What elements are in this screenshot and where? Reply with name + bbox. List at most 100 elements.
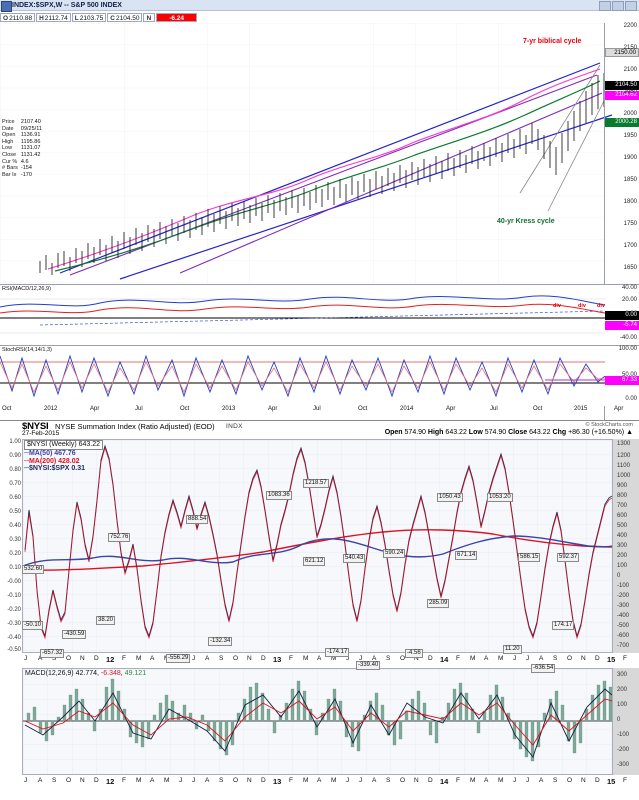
- info-row: Date 09/25/11: [2, 125, 42, 132]
- data-label: 671.14: [455, 551, 478, 560]
- data-label: 888.54: [186, 515, 209, 524]
- data-label: 621.12: [303, 557, 326, 566]
- low-value: 574.90: [484, 429, 507, 436]
- data-label: -132.34: [208, 637, 233, 646]
- nysi-stockcharts-chart: $NYSI NYSE Summation Index (Ratio Adjust…: [0, 421, 639, 800]
- sc-xaxis: J A S O N D 12 F M A M J J A S O N D 13 …: [24, 655, 627, 664]
- sc-date: 27-Feb-2015: [22, 430, 60, 437]
- data-label: 11.20: [503, 645, 522, 654]
- info-row: Close 1131.42: [2, 151, 41, 158]
- chart-window-titlebar: INDEX:$SPX,W -- S&P 500 INDEX: [0, 0, 639, 12]
- chg-value: +86.30 (+16.50%): [568, 429, 625, 436]
- data-label: 532.60: [22, 565, 45, 574]
- data-label: -50.10: [22, 621, 44, 630]
- info-row: Low 1131.07: [2, 145, 41, 152]
- low-cell: L2103.75: [71, 12, 107, 22]
- chart-window-title: INDEX:$SPX,W -- S&P 500 INDEX: [12, 2, 122, 9]
- data-label: -4.56: [405, 649, 423, 658]
- stochrsi-tag-value: 67.33: [605, 376, 639, 385]
- legend-series: $NYSI (Weekly) 643.22: [24, 440, 104, 450]
- legend-ma200: ─MA(200) 428.02: [24, 457, 80, 465]
- sc-macd-plot[interactable]: [22, 668, 613, 775]
- sc-symbol: $NYSI: [22, 421, 49, 432]
- close-icon[interactable]: [625, 1, 637, 11]
- data-label: 752.76: [108, 533, 131, 542]
- price-axis-divider: [604, 23, 605, 420]
- data-label: -556.29: [166, 654, 191, 663]
- high-value: 643.22: [445, 429, 467, 436]
- sc-macd-svg: [23, 669, 612, 774]
- sc-macd-xaxis: J A S O N D 12 F M A M J J A S O N D 13 …: [24, 777, 627, 786]
- minimize-icon[interactable]: [599, 1, 611, 11]
- legend-ratio: ─$NYSI:$SPX 0.31: [24, 465, 85, 473]
- sc-ohlc-line: Open 574.90 High 643.22 Low 574.90 Close…: [384, 429, 633, 436]
- rsi-tag-zero: 0.00: [605, 311, 639, 320]
- price-plot-svg: [0, 23, 613, 283]
- macd-value-3: 49.121: [124, 670, 147, 677]
- data-label: -430.59: [62, 630, 87, 639]
- data-label: 285.09: [427, 599, 450, 608]
- stochrsi-svg: [0, 346, 606, 405]
- window-icon: [1, 1, 12, 12]
- data-label: -174.17: [325, 648, 350, 657]
- chg-label: Chg: [552, 429, 567, 436]
- macd-value-2: -6.348: [100, 670, 121, 677]
- sc-exchange: INDX: [226, 422, 243, 430]
- window-controls[interactable]: [599, 1, 637, 11]
- price-plot-area[interactable]: Price 2107.40 Date 09/25/11 Open 1136.91 Hi…: [0, 23, 639, 283]
- divergence-label-3: div: [597, 303, 605, 309]
- open-value: 574.90: [404, 429, 426, 436]
- data-label: -339.40: [356, 661, 381, 670]
- top-chart-xaxis: Oct 2012 Apr Jul Oct 2013 Apr Jul Oct 20…: [2, 406, 624, 412]
- legend-ma50: ─MA(50) 467.76: [24, 449, 76, 457]
- info-row: # Bars -154: [2, 165, 32, 172]
- sc-right-axis: 1300 1200 1100 1000 900 800 700 600 500 …: [613, 439, 639, 653]
- data-label: 38.20: [96, 616, 116, 625]
- rsi-tag-value: -5.74: [605, 321, 639, 330]
- sc-left-axis: 1.00 0.90 0.80 0.70 0.60 0.50 0.40 0.30 …: [7, 439, 21, 653]
- cursor-info-panel: Price 2107.40 Date 09/25/11 Open 1136.91 Hi…: [2, 119, 45, 178]
- info-row: Cur % 4.6: [2, 158, 29, 165]
- price-tag-ma-slow: 2000.28: [605, 118, 639, 127]
- info-row: Bar Ix -170: [2, 171, 32, 178]
- data-label: 1218.57: [303, 479, 329, 488]
- macd-value-1: 42.774: [75, 670, 98, 677]
- info-row: Open 1136.91: [2, 132, 41, 139]
- divergence-label-2: div: [578, 303, 586, 309]
- spx-weekly-chart-window: INDEX:$SPX,W -- S&P 500 INDEX O2110.88 H…: [0, 0, 639, 421]
- maximize-icon[interactable]: [612, 1, 624, 11]
- macd-legend: MACD(12,26,9) 42.774, -6.348, 49.121: [25, 670, 147, 677]
- data-label: 174.17: [552, 621, 575, 630]
- divergence-label-1: div: [553, 303, 561, 309]
- price-axis: 2200 2150 2100 2050 2000 1950 1900 1850 …: [623, 23, 637, 271]
- sc-legend: $NYSI (Weekly) 643.22 ─MA(50) 467.76 ─MA…: [24, 440, 104, 473]
- data-label: 586.15: [518, 553, 541, 562]
- data-label: 540.43: [343, 554, 366, 563]
- price-tag-last: 2104.50: [605, 81, 639, 90]
- rsi-macd-svg: [0, 285, 606, 344]
- stochrsi-axis: 100.00 50.00 0.00: [618, 346, 637, 402]
- info-row: Price 2107.40: [2, 119, 41, 125]
- close-label: Close: [508, 429, 528, 436]
- net-label-cell: N: [143, 12, 156, 22]
- stochrsi-label: StochRSI(14,14/1,3): [2, 347, 52, 353]
- data-label: 592.37: [557, 553, 580, 562]
- data-label: -657.32: [40, 649, 65, 658]
- data-label: 590.24: [383, 549, 406, 558]
- cursor-info-table: Price 2107.40 Date 09/25/11 Open 1136.91 Hi…: [2, 119, 45, 178]
- close-cell: C2104.50: [107, 12, 143, 22]
- close-value: 643.22: [529, 429, 551, 436]
- sc-header: $NYSI NYSE Summation Index (Ratio Adjust…: [0, 421, 639, 439]
- annotation-kress-cycle: 40-yr Kress cycle: [497, 218, 555, 225]
- sc-copyright: © StockCharts.com: [585, 421, 633, 428]
- stochrsi-panel[interactable]: StochRSI(14,14/1,3) 100.00 50.00 0.00 67…: [0, 345, 639, 406]
- sc-main-plot[interactable]: [22, 439, 613, 653]
- rsi-macd-label: RSI(MACD/12,26,9): [2, 286, 51, 292]
- rsi-macd-panel[interactable]: RSI(MACD/12,26,9) div div div 40.00 20.0…: [0, 284, 639, 345]
- high-cell: H2112.74: [36, 12, 71, 22]
- change-cell: -6.24: [156, 12, 198, 22]
- sc-index-name: NYSE Summation Index (Ratio Adjusted) (E…: [55, 422, 215, 431]
- quote-bar: O2110.88 H2112.74 L2103.75 C2104.50 N -6…: [0, 12, 639, 22]
- open-label: Open: [384, 429, 403, 436]
- price-tag-ma-fast: 2104.62: [605, 91, 639, 100]
